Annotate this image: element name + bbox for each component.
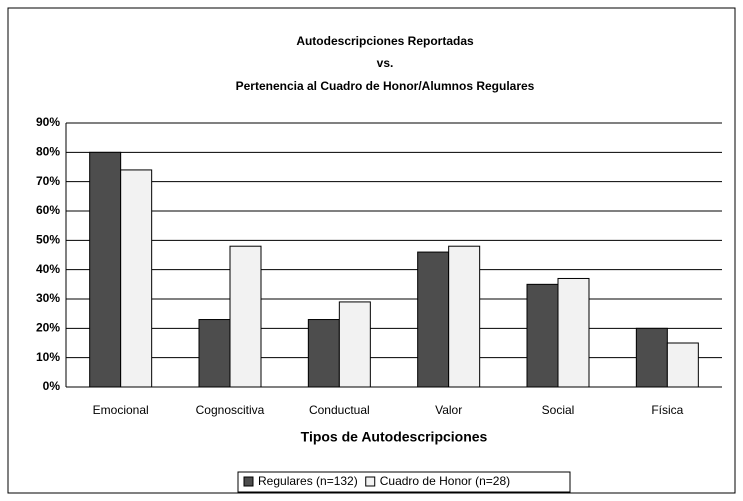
legend-label: Cuadro de Honor (n=28) <box>380 474 510 488</box>
y-tick-label: 80% <box>36 145 60 159</box>
bar <box>635 327 668 388</box>
bar <box>307 319 340 388</box>
chart-title: Pertenencia al Cuadro de Honor/Alumnos R… <box>236 79 535 93</box>
x-tick-label: Valor <box>435 403 462 417</box>
bar <box>338 301 371 388</box>
bar <box>526 283 559 388</box>
x-tick-label: Física <box>651 403 683 417</box>
y-tick-label: 70% <box>36 174 60 188</box>
bar <box>229 245 262 388</box>
x-tick-label: Emocional <box>93 403 149 417</box>
chart-title: vs. <box>377 56 394 70</box>
bar <box>198 319 231 388</box>
bar <box>120 169 153 388</box>
legend-swatch <box>243 476 254 487</box>
y-tick-label: 20% <box>36 321 60 335</box>
y-tick-label: 40% <box>36 262 60 276</box>
x-tick-label: Cognoscitiva <box>196 403 265 417</box>
y-tick-label: 60% <box>36 203 60 217</box>
x-tick-label: Conductual <box>309 403 370 417</box>
bar <box>666 342 699 388</box>
bar <box>417 251 450 388</box>
chart-title: Autodescripciones Reportadas <box>296 34 474 48</box>
y-tick-label: 0% <box>43 379 61 393</box>
x-axis-label: Tipos de Autodescripciones <box>301 429 488 445</box>
y-tick-label: 50% <box>36 233 60 247</box>
bar <box>89 151 122 388</box>
y-tick-label: 30% <box>36 291 60 305</box>
x-tick-label: Social <box>542 403 575 417</box>
y-tick-label: 90% <box>36 115 60 129</box>
legend-box <box>237 471 571 493</box>
bar <box>448 245 481 388</box>
y-tick-label: 10% <box>36 350 60 364</box>
legend-swatch <box>365 476 376 487</box>
legend-label: Regulares (n=132) <box>258 474 358 488</box>
bar <box>557 277 590 388</box>
